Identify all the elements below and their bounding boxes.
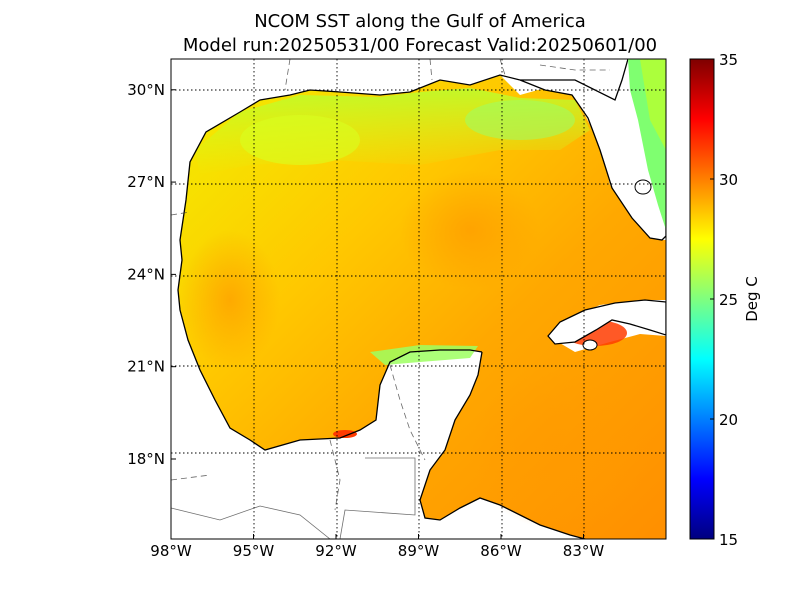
colorbar-tick-label: 15 bbox=[719, 531, 738, 549]
lat-tick-label: 18°N bbox=[127, 450, 165, 468]
lat-tick-label: 24°N bbox=[127, 265, 165, 283]
colorbar-tick-label: 30 bbox=[719, 171, 738, 189]
colorbar-tick-label: 20 bbox=[719, 411, 738, 429]
lon-tick-label: 83°W bbox=[563, 542, 605, 560]
cuba-land bbox=[547, 299, 666, 345]
colorbar-tick-label: 25 bbox=[719, 291, 738, 309]
longitude-labels: 98°W 95°W 92°W 89°W 86°W 83°W bbox=[150, 534, 604, 560]
lat-tick-label: 27°N bbox=[127, 173, 165, 191]
lon-tick-label: 92°W bbox=[315, 542, 357, 560]
colorbar-label: Deg C bbox=[743, 276, 761, 322]
lat-tick-label: 21°N bbox=[127, 358, 165, 376]
map-title: NCOM SST along the Gulf of America bbox=[254, 11, 586, 32]
lon-tick-label: 95°W bbox=[233, 542, 275, 560]
lon-tick-label: 98°W bbox=[150, 542, 192, 560]
lon-tick-label: 86°W bbox=[480, 542, 522, 560]
colorbar-ticks: 35 30 25 20 15 bbox=[710, 51, 738, 549]
lon-tick-label: 89°W bbox=[398, 542, 440, 560]
lat-tick-label: 30°N bbox=[127, 81, 165, 99]
latitude-labels: 30°N 27°N 24°N 21°N 18°N bbox=[127, 81, 176, 468]
florida-land bbox=[519, 59, 666, 241]
colorbar-tick-label: 35 bbox=[719, 51, 738, 69]
graticule bbox=[171, 59, 666, 539]
map-subtitle: Model run:20250531/00 Forecast Valid:202… bbox=[182, 35, 658, 56]
